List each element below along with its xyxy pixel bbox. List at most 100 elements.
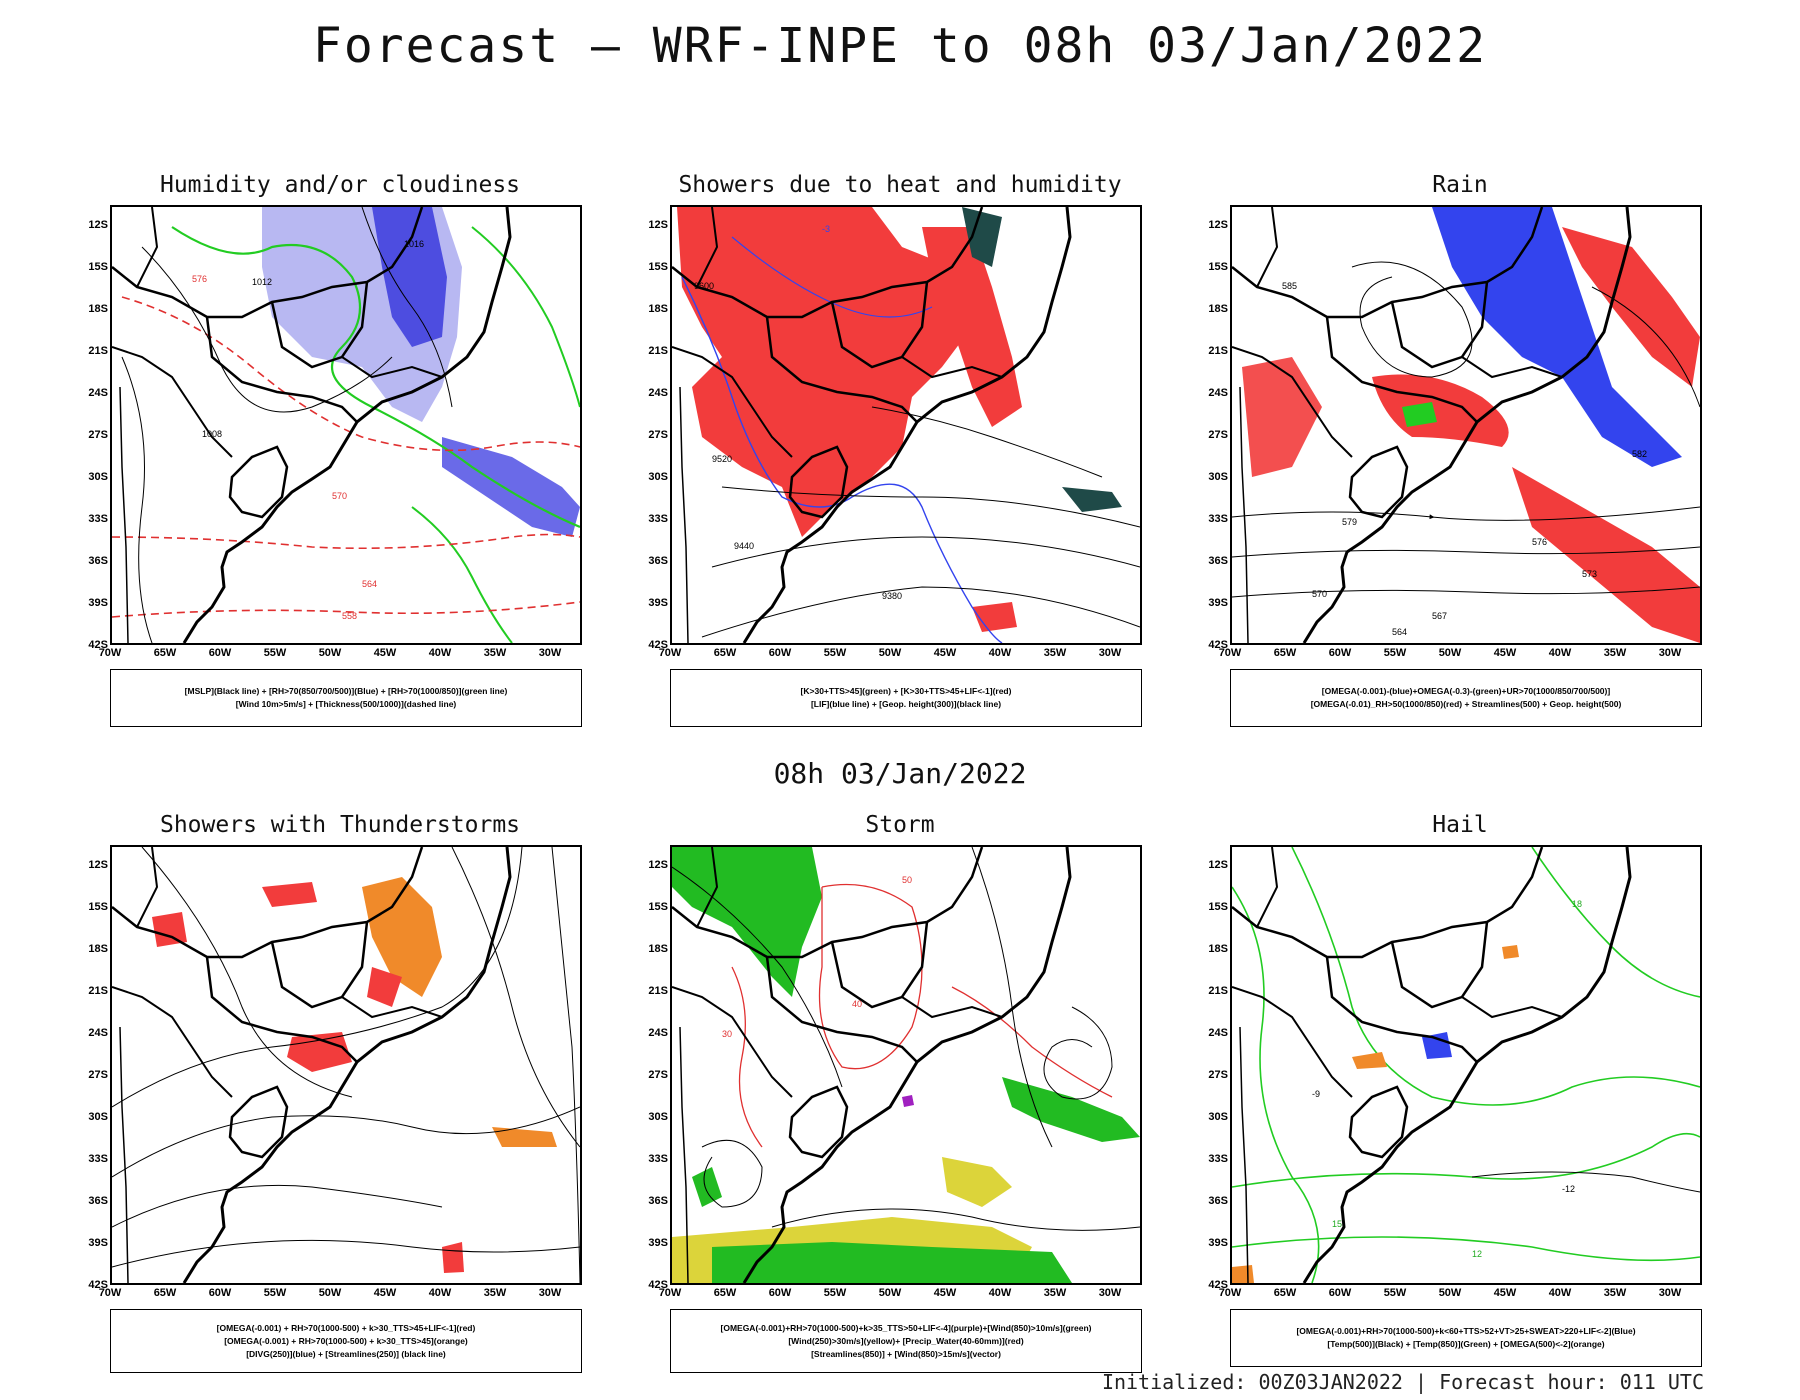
latitude-tick-15s: 15S: [88, 261, 108, 273]
latitude-tick-33s: 33S: [648, 1153, 668, 1165]
legend-hail: [OMEGA(-0.001)+RH>70(1000-500)+k<60+TTS>…: [1230, 1309, 1702, 1367]
longitude-tick-60w: 60W: [1328, 647, 1352, 659]
longitude-tick-40w: 40W: [428, 647, 452, 659]
geop-9440-line: [711, 536, 1140, 568]
longitude-tick-30w: 30W: [1658, 647, 1682, 659]
humidity-map-svg: 1012 1016 1008 576 570 564 558: [112, 207, 580, 643]
longitude-tick-50w: 50W: [318, 1287, 342, 1299]
longitude-axis: 70W 65W 60W 55W 50W 45W 40W 35W 30W: [1219, 647, 1712, 661]
latitude-tick-12s: 12S: [88, 219, 108, 231]
latitude-tick-18s: 18S: [1208, 943, 1228, 955]
latitude-tick-21s: 21S: [1208, 985, 1228, 997]
latitude-tick-39s: 39S: [1208, 597, 1228, 609]
red-area-east: [922, 227, 1022, 427]
map-rain: 585 582 579 576 573 570 567 564: [1230, 205, 1702, 645]
red-convection-area-3: [262, 882, 317, 907]
latitude-tick-30s: 30S: [1208, 471, 1228, 483]
latitude-tick-15s: 15S: [88, 901, 108, 913]
rh-green-contour-3: [471, 226, 580, 408]
longitude-tick-30w: 30W: [538, 647, 562, 659]
red-rh-band-southeast: [1512, 467, 1700, 643]
latitude-tick-39s: 39S: [1208, 1237, 1228, 1249]
latitude-tick-21s: 21S: [648, 345, 668, 357]
streamline-850-3: [971, 847, 1053, 1148]
latitude-tick-30s: 30S: [88, 1111, 108, 1123]
rain-map-svg: 585 582 579 576 573 570 567 564: [1232, 207, 1700, 643]
green-wind850-northwest: [672, 847, 822, 997]
map-showers-heat: 9600 9520 9440 9380 -3: [670, 205, 1142, 645]
longitude-tick-55w: 55W: [823, 1287, 847, 1299]
latitude-tick-24s: 24S: [1208, 1027, 1228, 1039]
longitude-tick-55w: 55W: [263, 647, 287, 659]
longitude-tick-60w: 60W: [208, 1287, 232, 1299]
latitude-tick-24s: 24S: [648, 1027, 668, 1039]
latitude-tick-36s: 36S: [1208, 555, 1228, 567]
streamline-4: [1351, 261, 1473, 378]
map-hail: -12 -9 15 12 18: [1230, 845, 1702, 1285]
longitude-tick-45w: 45W: [373, 647, 397, 659]
latitude-tick-30s: 30S: [88, 471, 108, 483]
latitude-tick-21s: 21S: [1208, 345, 1228, 357]
red-convection-area-4: [152, 912, 187, 947]
latitude-tick-12s: 12S: [1208, 219, 1228, 231]
latitude-tick-30s: 30S: [1208, 1111, 1228, 1123]
longitude-axis: 70W 65W 60W 55W 50W 45W 40W 35W 30W: [659, 1287, 1152, 1301]
longitude-tick-40w: 40W: [988, 647, 1012, 659]
panel-title: Humidity and/or cloudiness: [159, 172, 521, 198]
streamline-3: [1232, 586, 1700, 598]
lif-blue-line-2: [731, 236, 933, 318]
latitude-tick-36s: 36S: [648, 1195, 668, 1207]
latitude-tick-33s: 33S: [88, 513, 108, 525]
latitude-tick-24s: 24S: [88, 387, 108, 399]
latitude-tick-12s: 12S: [1208, 859, 1228, 871]
latitude-tick-39s: 39S: [88, 597, 108, 609]
longitude-tick-60w: 60W: [768, 1287, 792, 1299]
streamline-250-6: [551, 847, 580, 1283]
longitude-tick-70w: 70W: [1218, 1287, 1242, 1299]
latitude-tick-27s: 27S: [648, 1069, 668, 1081]
temp850-label: 15: [1332, 1219, 1342, 1229]
longitude-tick-30w: 30W: [1098, 1287, 1122, 1299]
longitude-tick-65w: 65W: [713, 1287, 737, 1299]
latitude-tick-36s: 36S: [88, 1195, 108, 1207]
green-wind850-south: [712, 1242, 1072, 1283]
mslp-isobar-1016: [361, 207, 453, 408]
streamline-850-2: [771, 1208, 1140, 1231]
streamline-250-1: [112, 1184, 443, 1228]
legend-line: [Streamlines(850)] + [Wind(850)>15m/s](v…: [811, 1348, 1001, 1359]
latitude-tick-21s: 21S: [88, 985, 108, 997]
red-convection-area-1: [367, 967, 402, 1007]
latitude-tick-18s: 18S: [648, 943, 668, 955]
streamline-850-1: [672, 866, 843, 1088]
omega-orange-area-2: [1502, 945, 1519, 959]
legend-line: [OMEGA(-0.01)_RH>50(1000/850)(red) + Str…: [1310, 699, 1622, 709]
latitude-tick-27s: 27S: [88, 429, 108, 441]
legend-rain: [OMEGA(-0.001)-(blue)+OMEGA(-0.3)-(green…: [1230, 669, 1702, 727]
geop-label: 9600: [694, 281, 714, 291]
latitude-tick-39s: 39S: [88, 1237, 108, 1249]
latitude-tick-33s: 33S: [1208, 1153, 1228, 1165]
latitude-tick-21s: 21S: [88, 345, 108, 357]
omega-orange-area-3: [1232, 1265, 1254, 1283]
panel-title: Showers due to heat and humidity: [678, 172, 1122, 198]
red-rh-band-central: [1372, 374, 1509, 447]
latitude-tick-27s: 27S: [1208, 1069, 1228, 1081]
temp850-label: 12: [1472, 1249, 1482, 1259]
precip-label: 40: [852, 999, 862, 1009]
valid-time-label: 08h 03/Jan/2022: [773, 757, 1027, 790]
temp500-label: -9: [1312, 1089, 1320, 1099]
thickness-label: 576: [192, 274, 207, 284]
longitude-tick-40w: 40W: [988, 1287, 1012, 1299]
green-area-ocean: [1062, 487, 1122, 512]
latitude-tick-27s: 27S: [648, 429, 668, 441]
temp850-green-contour-5: [1232, 1236, 1700, 1262]
latitude-tick-18s: 18S: [648, 303, 668, 315]
streamline-250-7: [112, 1239, 580, 1268]
latitude-tick-27s: 27S: [88, 1069, 108, 1081]
legend-storm: [OMEGA(-0.001)+RH>70(1000-500)+k>35_TTS>…: [670, 1309, 1142, 1373]
longitude-tick-65w: 65W: [1273, 1287, 1297, 1299]
showers-heat-map-svg: 9600 9520 9440 9380 -3: [672, 207, 1140, 643]
streamline-2: [1232, 546, 1700, 558]
longitude-tick-55w: 55W: [263, 1287, 287, 1299]
legend-line: [OMEGA(-0.001)+RH>70(1000-500)+k>35_TTS>…: [720, 1322, 1092, 1333]
